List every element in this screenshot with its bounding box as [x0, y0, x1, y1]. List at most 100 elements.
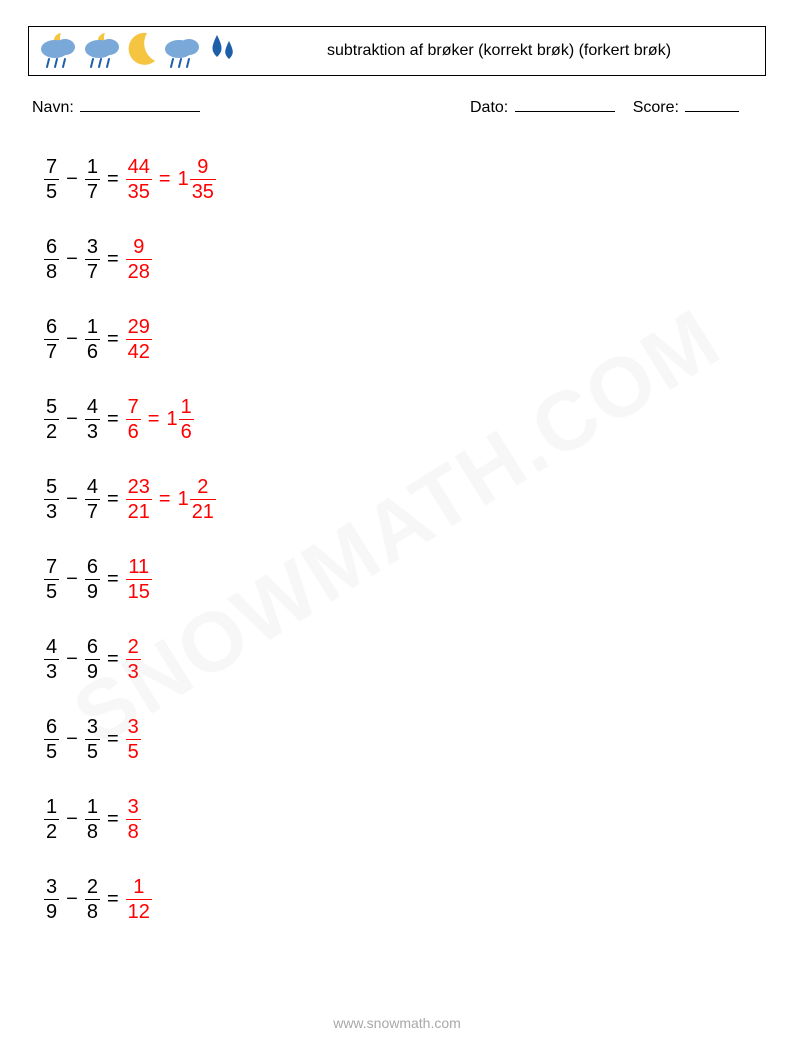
answer: 3 5: [126, 717, 141, 762]
date-label: Dato:: [470, 99, 508, 116]
fraction: 1 8: [85, 797, 100, 842]
header-icons: [35, 29, 239, 74]
fraction: 7 5: [44, 557, 59, 602]
denominator: 9: [44, 902, 59, 922]
problem-row: 7 5 − 1 7 = 44 35 = 1 9 35: [44, 155, 766, 203]
denominator: 12: [126, 902, 152, 922]
moon-icon: [125, 29, 159, 74]
numerator: 3: [44, 877, 59, 897]
numerator: 4: [44, 637, 59, 657]
whole-part: 1: [178, 488, 190, 511]
denominator: 6: [85, 342, 100, 362]
worksheet-title: subtraktion af brøker (korrekt brøk) (fo…: [239, 41, 759, 61]
whole-part: 1: [178, 168, 190, 191]
fraction: 2 3: [126, 637, 141, 682]
denominator: 9: [85, 662, 100, 682]
denominator: 7: [85, 182, 100, 202]
denominator: 35: [190, 182, 216, 202]
fraction: 6 9: [85, 557, 100, 602]
date-blank[interactable]: [515, 96, 615, 112]
numerator: 29: [126, 317, 152, 337]
denominator: 7: [85, 262, 100, 282]
denominator: 42: [126, 342, 152, 362]
fraction: 9 35: [190, 157, 216, 202]
denominator: 8: [85, 822, 100, 842]
problem-row: 5 3 − 4 7 = 23 21 = 1 2 21: [44, 475, 766, 523]
denominator: 8: [126, 822, 141, 842]
numerator: 6: [85, 637, 100, 657]
denominator: 2: [44, 822, 59, 842]
numerator: 1: [179, 397, 194, 417]
problem-row: 7 5 − 6 9 = 11 15: [44, 555, 766, 603]
fraction: 4 3: [44, 637, 59, 682]
numerator: 3: [85, 717, 100, 737]
numerator: 9: [195, 157, 210, 177]
name-blank[interactable]: [80, 96, 200, 112]
numerator: 1: [131, 877, 146, 897]
numerator: 4: [85, 397, 100, 417]
fraction: 5 3: [44, 477, 59, 522]
denominator: 21: [190, 502, 216, 522]
equals-sign: =: [100, 568, 126, 591]
footer-link: www.snowmath.com: [0, 1015, 794, 1031]
fraction: 9 28: [126, 237, 152, 282]
rain-cloud-moon-icon: [37, 29, 79, 74]
equals-sign: =: [100, 328, 126, 351]
denominator: 5: [126, 742, 141, 762]
equals-sign: =: [100, 168, 126, 191]
date-field: Dato:: [470, 96, 615, 117]
minus-sign: −: [59, 488, 85, 511]
denominator: 5: [44, 742, 59, 762]
worksheet-page: subtraktion af brøker (korrekt brøk) (fo…: [0, 0, 794, 1053]
whole-part: 1: [166, 408, 178, 431]
denominator: 6: [179, 422, 194, 442]
numerator: 7: [126, 397, 141, 417]
mixed-number: 1 1 6: [166, 397, 193, 442]
answer: 29 42: [126, 317, 152, 362]
rain-cloud-icon: [161, 29, 203, 74]
fraction: 3 7: [85, 237, 100, 282]
denominator: 5: [44, 582, 59, 602]
rain-cloud-moon-icon: [81, 29, 123, 74]
score-blank[interactable]: [685, 96, 739, 112]
fraction: 5 2: [44, 397, 59, 442]
fraction: 4 7: [85, 477, 100, 522]
denominator: 8: [85, 902, 100, 922]
problem-row: 1 2 − 1 8 = 3 8: [44, 795, 766, 843]
answer: 44 35 = 1 9 35: [126, 157, 216, 202]
denominator: 3: [44, 662, 59, 682]
numerator: 4: [85, 477, 100, 497]
fraction: 3 5: [126, 717, 141, 762]
denominator: 7: [44, 342, 59, 362]
answer: 23 21 = 1 2 21: [126, 477, 216, 522]
minus-sign: −: [59, 648, 85, 671]
numerator: 1: [85, 317, 100, 337]
fraction: 3 5: [85, 717, 100, 762]
problem-list: 7 5 − 1 7 = 44 35 = 1 9 35 6 8 − 3 7 = 9…: [28, 155, 766, 923]
denominator: 15: [126, 582, 152, 602]
name-label: Navn:: [32, 99, 74, 116]
equals-sign: =: [152, 488, 178, 511]
minus-sign: −: [59, 728, 85, 751]
denominator: 5: [85, 742, 100, 762]
problem-row: 3 9 − 2 8 = 1 12: [44, 875, 766, 923]
minus-sign: −: [59, 328, 85, 351]
numerator: 7: [44, 157, 59, 177]
name-field: Navn:: [32, 96, 470, 117]
fraction: 1 6: [85, 317, 100, 362]
meta-row: Navn: Dato: Score:: [28, 96, 766, 117]
minus-sign: −: [59, 808, 85, 831]
mixed-number: 1 9 35: [178, 157, 216, 202]
denominator: 5: [44, 182, 59, 202]
numerator: 3: [126, 717, 141, 737]
raindrops-icon: [205, 29, 239, 74]
fraction: 7 6: [126, 397, 141, 442]
fraction: 1 12: [126, 877, 152, 922]
fraction: 6 9: [85, 637, 100, 682]
numerator: 5: [44, 397, 59, 417]
numerator: 9: [131, 237, 146, 257]
denominator: 21: [126, 502, 152, 522]
equals-sign: =: [100, 488, 126, 511]
numerator: 5: [44, 477, 59, 497]
header-box: subtraktion af brøker (korrekt brøk) (fo…: [28, 26, 766, 76]
